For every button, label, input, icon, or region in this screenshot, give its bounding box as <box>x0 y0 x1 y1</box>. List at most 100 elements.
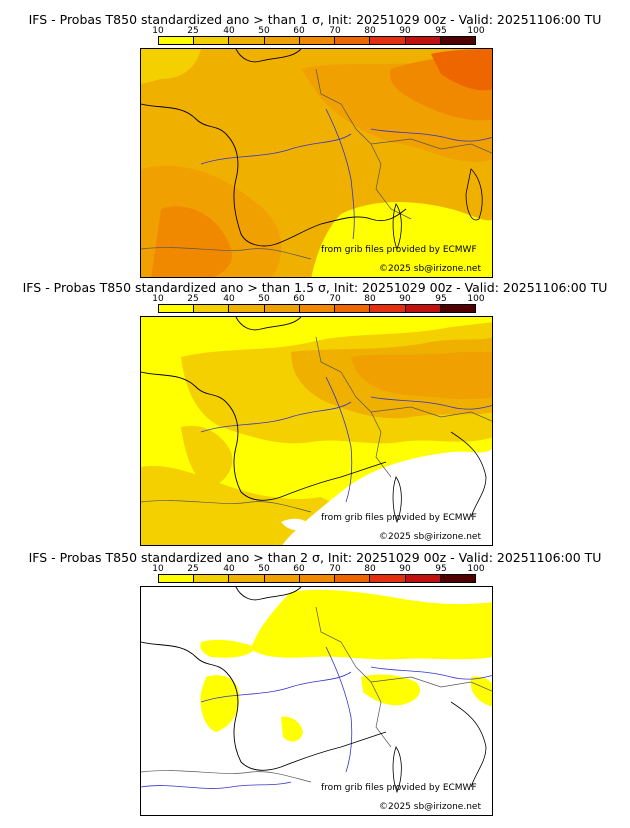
swatch-80-90 <box>370 305 406 312</box>
river <box>325 376 353 503</box>
country-border <box>315 606 392 748</box>
map-frame: from grib files provided by ECMWF ©2025 … <box>140 586 493 816</box>
tick-label: 80 <box>364 564 376 574</box>
prob-field-10-25 <box>200 675 240 732</box>
swatch-80-90 <box>370 37 406 44</box>
tick-label: 40 <box>223 26 235 36</box>
prob-field-10-25 <box>281 716 303 742</box>
swatch-40-50 <box>229 575 265 582</box>
coastline <box>465 168 483 221</box>
swatch-25-40 <box>194 575 230 582</box>
colorbar: 10 25 40 50 60 70 80 90 95 100 <box>152 26 485 48</box>
colorbar-ticks: 10 25 40 50 60 70 80 90 95 100 <box>152 294 484 304</box>
panel-1-5sigma: IFS - Probas T850 standardized ano > tha… <box>0 276 630 546</box>
island-corsica <box>392 203 402 251</box>
island-corsica <box>392 746 402 794</box>
tick-label: 70 <box>329 564 341 574</box>
swatch-90-95 <box>405 575 441 582</box>
river <box>325 108 355 240</box>
coastline <box>235 317 302 331</box>
data-source-credit: from grib files provided by ECMWF <box>321 783 477 793</box>
tick-label: 70 <box>329 26 341 36</box>
tick-label: 40 <box>223 564 235 574</box>
colorbar-swatches <box>158 574 476 583</box>
swatch-50-60 <box>264 37 300 44</box>
swatch-40-50 <box>229 305 265 312</box>
colorbar-ticks: 10 25 40 50 60 70 80 90 95 100 <box>152 564 484 574</box>
tick-label: 70 <box>329 294 341 304</box>
swatch-25-40 <box>194 305 230 312</box>
tick-label: 60 <box>293 564 305 574</box>
tick-label: 25 <box>187 294 199 304</box>
data-source-credit: from grib files provided by ECMWF <box>321 513 477 523</box>
tick-label: 40 <box>223 294 235 304</box>
coastline <box>450 701 487 788</box>
swatch-25-40 <box>194 37 230 44</box>
river <box>370 666 492 680</box>
tick-label: 10 <box>152 564 164 574</box>
swatch-60-70 <box>299 37 336 44</box>
prob-field-25-40 <box>181 425 233 487</box>
colorbar: 10 25 40 50 60 70 80 90 95 100 <box>152 564 485 586</box>
river <box>141 781 292 789</box>
copyright-credit: ©2025 sb@irizone.net <box>379 802 481 812</box>
panel-title: IFS - Probas T850 standardized ano > tha… <box>28 12 602 27</box>
tick-label: 80 <box>364 26 376 36</box>
tick-label: 50 <box>258 294 270 304</box>
panel-1sigma: IFS - Probas T850 standardized ano > tha… <box>0 0 630 278</box>
colorbar-swatches <box>158 36 476 45</box>
probability-map <box>141 317 492 545</box>
copyright-credit: ©2025 sb@irizone.net <box>379 532 481 542</box>
copyright-credit: ©2025 sb@irizone.net <box>379 264 481 274</box>
map-frame: from grib files provided by ECMWF ©2025 … <box>140 48 493 278</box>
river <box>200 401 352 433</box>
prob-field-below-10 <box>282 448 492 545</box>
river <box>325 646 353 773</box>
country-border <box>315 336 392 478</box>
prob-field-10-25 <box>361 674 421 706</box>
river <box>370 396 492 410</box>
tick-label: 50 <box>258 26 270 36</box>
probability-map <box>141 587 492 815</box>
swatch-50-60 <box>264 305 300 312</box>
coastline <box>141 371 387 501</box>
prob-field-10-25 <box>200 639 256 658</box>
swatch-80-90 <box>370 575 406 582</box>
swatch-95-100 <box>440 575 475 582</box>
swatch-10-25 <box>159 305 195 312</box>
colorbar-ticks: 10 25 40 50 60 70 80 90 95 100 <box>152 26 484 36</box>
panel-2sigma: IFS - Probas T850 standardized ano > tha… <box>0 546 630 828</box>
tick-label: 80 <box>364 294 376 304</box>
prob-field-25-40 <box>141 49 201 84</box>
swatch-95-100 <box>440 37 475 44</box>
tick-label: 10 <box>152 26 164 36</box>
tick-label: 95 <box>435 564 447 574</box>
colorbar-swatches <box>158 304 476 313</box>
coastline <box>141 103 407 247</box>
coastline <box>235 587 302 601</box>
river <box>200 133 352 165</box>
panel-title: IFS - Probas T850 standardized ano > tha… <box>22 280 608 295</box>
coastline <box>141 641 387 771</box>
swatch-60-70 <box>299 575 336 582</box>
tick-label: 60 <box>293 294 305 304</box>
prob-field-70-80 <box>431 49 492 91</box>
swatch-70-80 <box>335 37 371 44</box>
tick-label: 25 <box>187 564 199 574</box>
tick-label: 95 <box>435 26 447 36</box>
coastline <box>450 431 487 518</box>
prob-field-60-70 <box>151 206 232 277</box>
country-border <box>370 676 492 692</box>
country-border <box>370 138 492 154</box>
prob-field-below-10 <box>281 518 311 531</box>
river <box>370 128 492 142</box>
map-frame: from grib files provided by ECMWF ©2025 … <box>140 316 493 546</box>
prob-field-50-60 <box>351 352 492 400</box>
tick-label: 10 <box>152 294 164 304</box>
country-border <box>141 247 312 260</box>
country-border <box>141 770 312 783</box>
country-border <box>141 500 312 513</box>
swatch-70-80 <box>335 305 371 312</box>
tick-label: 100 <box>467 294 485 304</box>
probability-map <box>141 49 492 277</box>
